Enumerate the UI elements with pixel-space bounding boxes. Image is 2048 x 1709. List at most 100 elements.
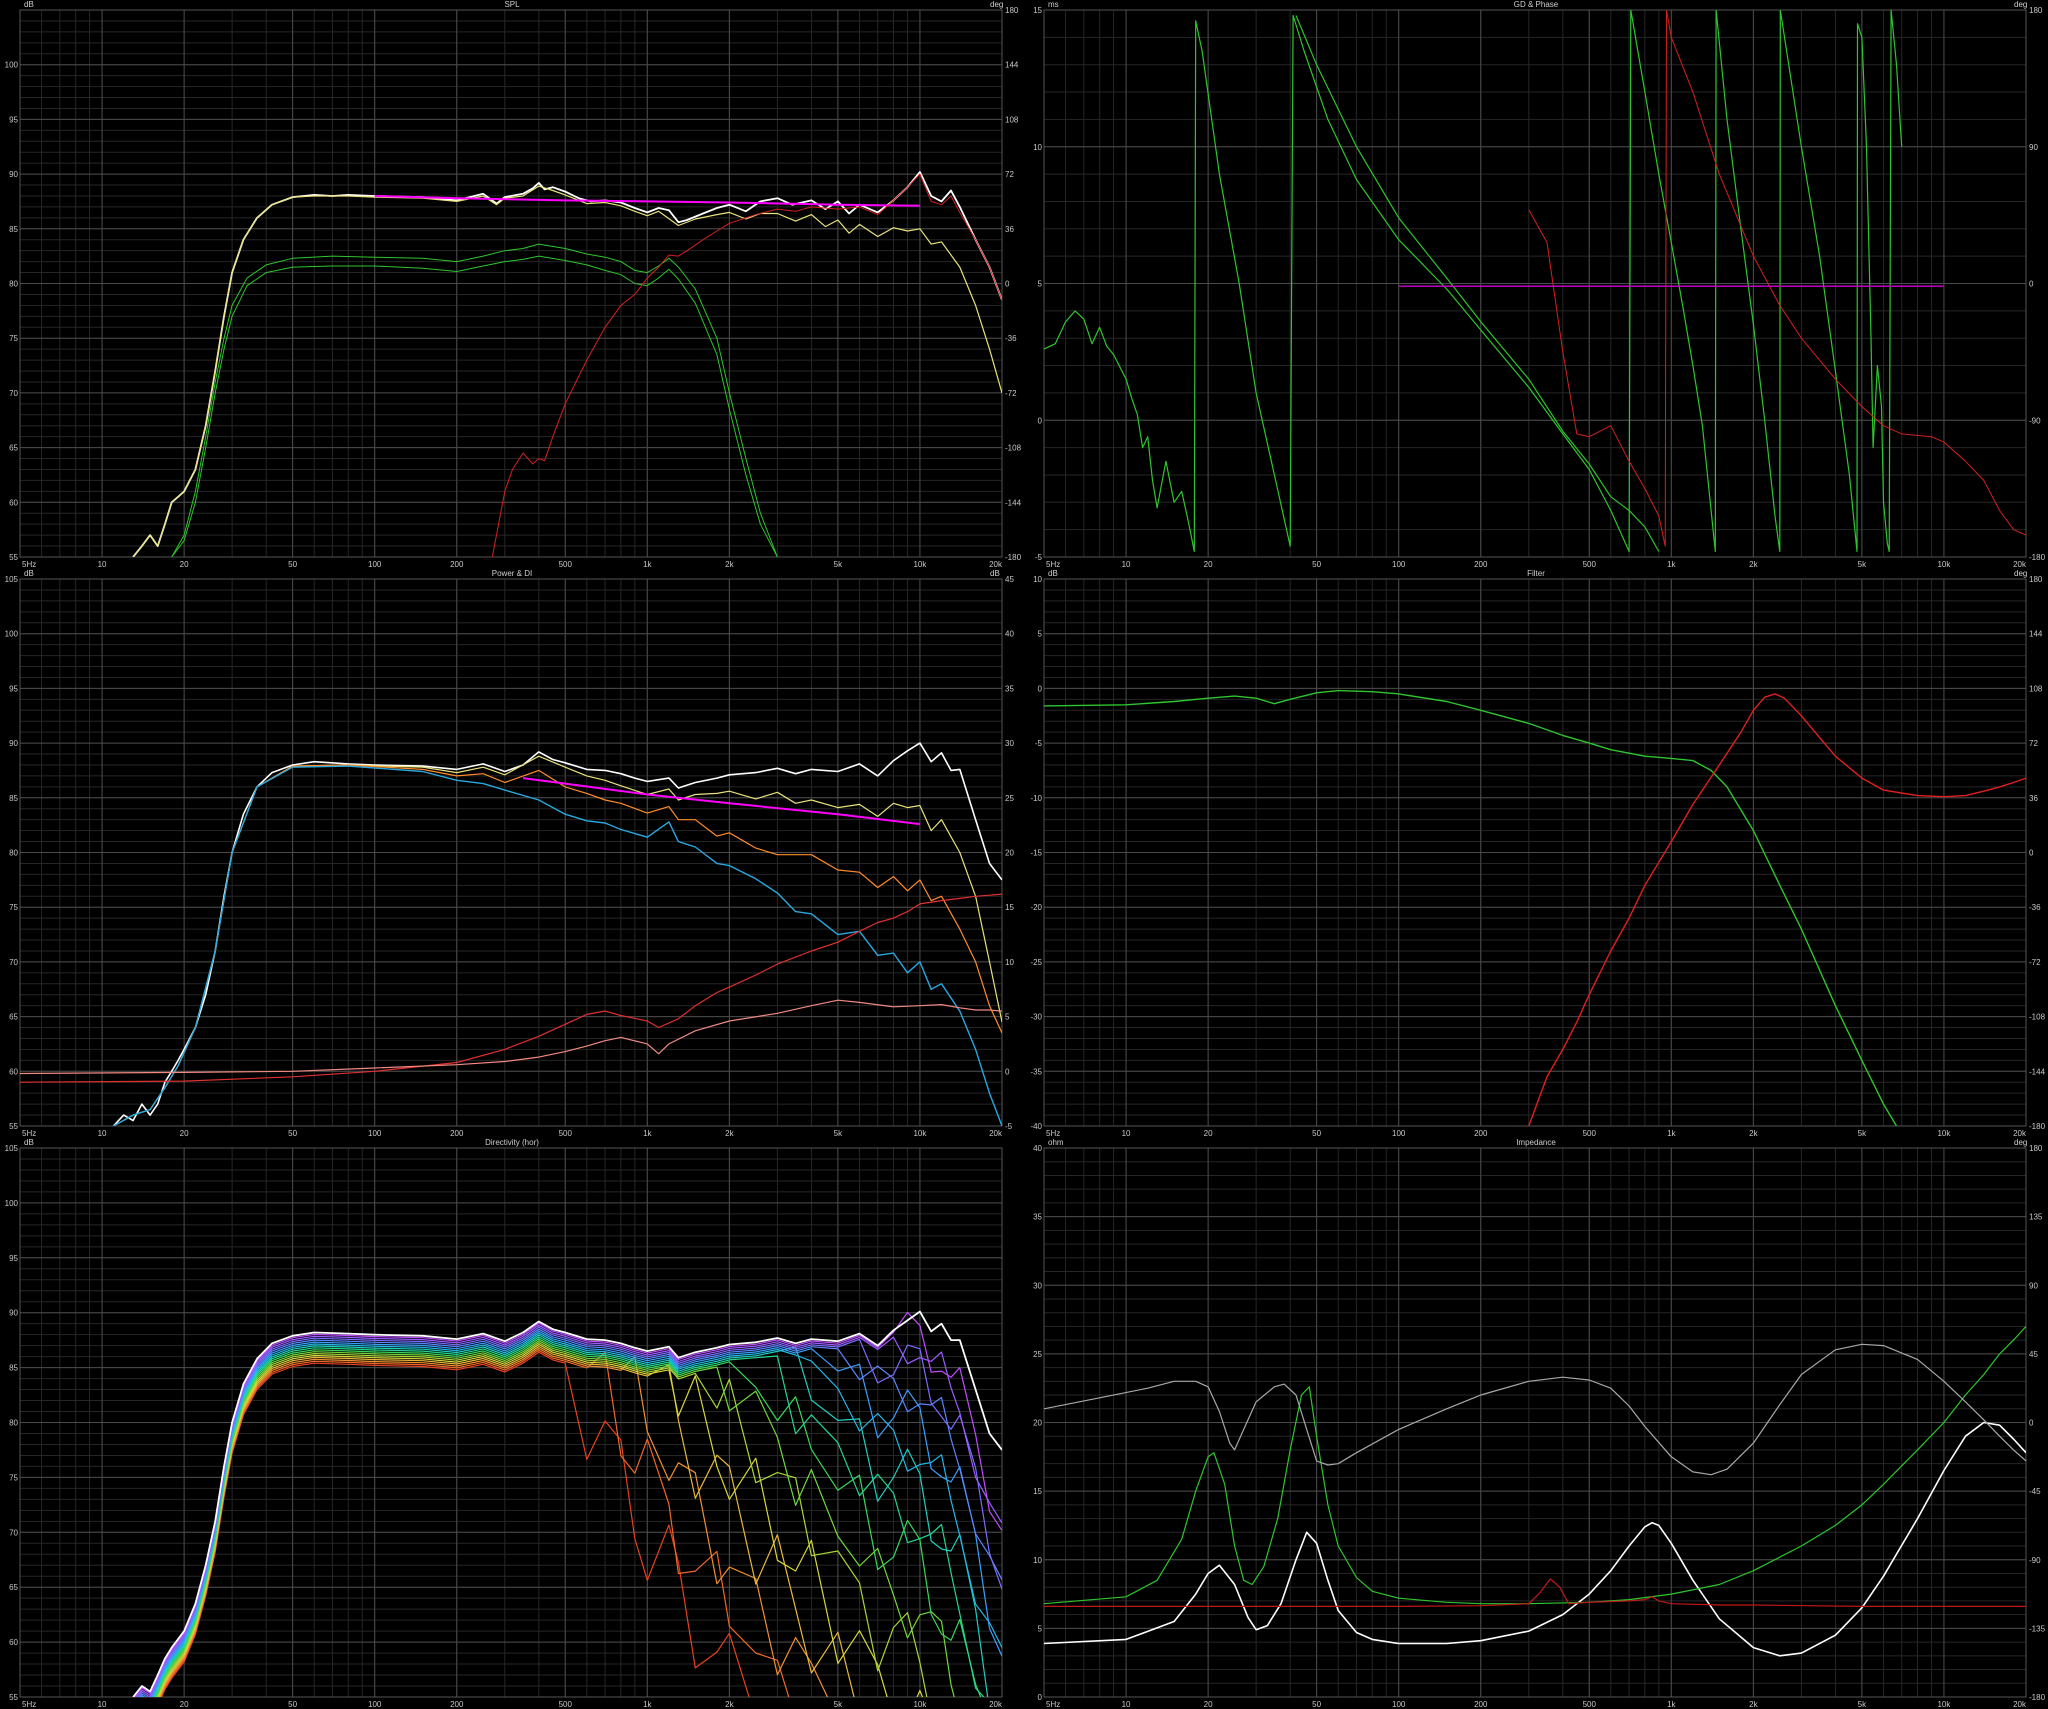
y-tick-label: 75 (9, 903, 18, 912)
y-tick-label: 15 (1033, 1487, 1042, 1496)
y-tick-label: 40 (1033, 1144, 1042, 1153)
series-line (522, 777, 921, 826)
y-tick-label: 100 (5, 61, 19, 70)
x-tick-label: 500 (1583, 1700, 1597, 1709)
y-tick-label: 60 (9, 1067, 18, 1076)
y-tick-label: 80 (9, 1419, 18, 1428)
plot-frame (1043, 1147, 2027, 1698)
x-tick-label: 20k (2013, 1700, 2027, 1709)
chart-gd-phase: GD & Phase ms deg 5Hz 10 20 50 100 200 500 1k 2k… (1024, 0, 2048, 569)
plot-area: 5Hz 10 20 50 100 200 500 1k 2k 5k 10k 20k-40-35-30-… (1030, 575, 2045, 1138)
plot-frame (1043, 578, 2027, 1127)
y-tick-label: -40 (1030, 1122, 1042, 1131)
x-tick-label: 10k (1937, 1129, 1951, 1138)
plot-area: 5Hz 10 20 50 100 200 500 1k 2k 5k 10k 20k5560657075… (5, 575, 1015, 1138)
y2-tick-label: -135 (2029, 1624, 2046, 1633)
y-tick-label: 90 (9, 739, 18, 748)
x-tick-label: 200 (450, 1129, 464, 1138)
y2-tick-label: -90 (2029, 1556, 2041, 1565)
x-tick-label: 50 (1312, 1129, 1321, 1138)
y2-tick-label: 90 (2029, 143, 2038, 152)
x-tick-label: 10k (913, 1700, 927, 1709)
series-line (1528, 693, 2026, 1126)
x-tick-label: 5k (1858, 1129, 1867, 1138)
x-tick-label: 2k (725, 1129, 734, 1138)
x-tick-label: 10 (98, 1700, 107, 1709)
plot-frame (19, 578, 1003, 1127)
x-tick-label: 2k (1749, 1700, 1758, 1709)
chart-directivity: Directivity (hor) dB 5Hz 10 20 50 100 200 500 1… (0, 1138, 1024, 1709)
y-tick-label: -10 (1030, 794, 1042, 803)
y-tick-label: 5 (1038, 280, 1043, 289)
series-line (1295, 15, 1660, 552)
y2-tick-label: -90 (2029, 416, 2041, 425)
x-tick-label: 5Hz (1046, 560, 1060, 569)
x-tick-label: 100 (368, 1129, 382, 1138)
y-tick-label: 70 (9, 958, 18, 967)
x-tick-label: 1k (643, 560, 652, 569)
x-tick-label: 200 (1474, 560, 1488, 569)
y2-tick-label: 20 (1005, 849, 1014, 858)
y-tick-label: 80 (9, 849, 18, 858)
grid (1043, 1147, 2027, 1698)
y2-tick-label: -72 (2029, 958, 2041, 967)
series-group (1044, 689, 2026, 1126)
y-tick-label: 85 (9, 1364, 18, 1373)
y2-tick-label: 45 (2029, 1350, 2038, 1359)
y2-tick-label: 180 (1005, 6, 1019, 15)
series-line-off-axis (157, 1343, 924, 1697)
x-tick-label: 1k (643, 1129, 652, 1138)
chart-title: SPL (504, 0, 520, 9)
series-line-off-axis (138, 1328, 1002, 1697)
x-tick-label: 20 (180, 1129, 189, 1138)
x-tick-label: 1k (643, 1700, 652, 1709)
y-axis-label-right: dB (990, 569, 1000, 578)
series-line (20, 999, 1002, 1075)
x-tick-label: 5k (834, 560, 843, 569)
y-tick-label: 55 (9, 1693, 18, 1702)
y2-tick-label: 180 (2029, 6, 2043, 15)
plot-frame (1043, 9, 2027, 558)
x-tick-label: 100 (1392, 560, 1406, 569)
y2-tick-label: 10 (1005, 958, 1014, 967)
x-tick-label: 10k (1937, 560, 1951, 569)
series-line (132, 171, 1002, 557)
y-tick-label: -35 (1030, 1067, 1042, 1076)
y2-tick-label: 90 (2029, 1281, 2038, 1290)
x-tick-label: 10 (98, 1129, 107, 1138)
series-line (112, 742, 1002, 1126)
plot-area: 5Hz 10 20 50 100 200 500 1k 2k 5k 10k 20k -5 0 5 10 15 -1… (1033, 6, 2045, 569)
x-tick-label: 10 (98, 560, 107, 569)
series-line (171, 243, 778, 557)
x-tick-label: 500 (559, 1700, 573, 1709)
y-tick-label: 0 (1038, 416, 1043, 425)
series-line (113, 755, 1002, 1126)
y-tick-label: 70 (9, 1528, 18, 1537)
y2-tick-label: 15 (1005, 903, 1014, 912)
y2-tick-label: 180 (2029, 575, 2043, 584)
y-tick-label: -30 (1030, 1013, 1042, 1022)
chart-power-di: Power & DI dB dB 5Hz 10 20 50 100 200 500 1k 2k 5… (0, 569, 1024, 1138)
series-line (1528, 10, 2026, 547)
y-tick-label: 5 (1038, 1624, 1043, 1633)
y2-tick-label: -180 (1005, 553, 1022, 562)
x-tick-label: 500 (559, 1129, 573, 1138)
x-tick-label: 500 (1583, 560, 1597, 569)
series-line (1044, 1421, 2026, 1657)
y-tick-label: 90 (9, 1309, 18, 1318)
y-tick-label: 10 (1033, 1556, 1042, 1565)
x-tick-label: 50 (288, 1700, 297, 1709)
y2-tick-label: 36 (1005, 225, 1014, 234)
x-tick-label: 20 (180, 1700, 189, 1709)
series-line (1044, 1578, 2026, 1607)
grid (1043, 578, 2027, 1127)
y2-tick-label: 72 (1005, 170, 1014, 179)
y-axis-label-right: deg (990, 0, 1004, 9)
x-tick-label: 200 (1474, 1700, 1488, 1709)
y-tick-label: 25 (1033, 1350, 1042, 1359)
chart-filter: Filter dB deg 5Hz 10 20 50 100 200 500 1k 2k 5k 10… (1024, 569, 2048, 1138)
series-line (491, 173, 1002, 557)
series-line (374, 195, 920, 207)
x-tick-label: 50 (1312, 560, 1321, 569)
y-tick-label: 95 (9, 1254, 18, 1263)
